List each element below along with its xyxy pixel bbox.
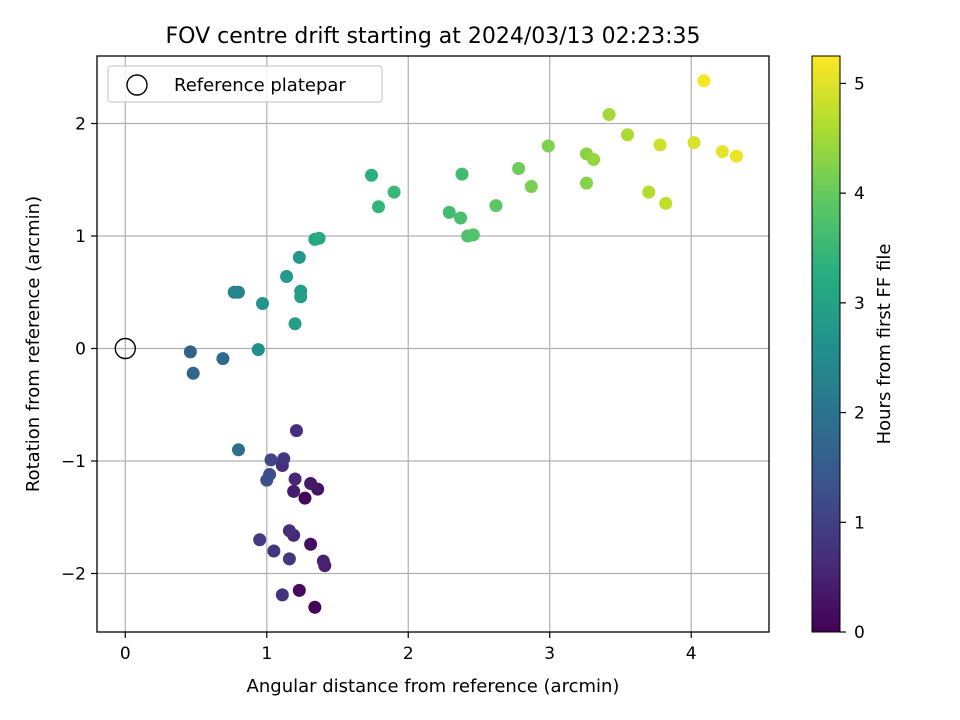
data-points: [183, 74, 743, 614]
data-point: [231, 285, 245, 299]
data-point: [282, 552, 296, 566]
data-point: [260, 473, 274, 487]
data-point: [267, 544, 281, 558]
data-point: [455, 167, 469, 181]
data-point: [304, 537, 318, 551]
data-point: [372, 200, 386, 214]
data-point: [312, 231, 326, 245]
colorbar-ticks: 0 1 2 3 4 5: [840, 74, 865, 643]
x-tick-label: 4: [686, 644, 697, 664]
reference-point-marker: [114, 337, 136, 360]
colorbar-label: Hours from first FF file: [874, 244, 895, 445]
data-point: [216, 352, 230, 366]
data-point: [316, 554, 330, 568]
data-point: [579, 176, 593, 190]
x-tick-label: 3: [544, 644, 555, 664]
y-tick-label: 2: [75, 115, 86, 135]
colorbar-tick-label: 3: [854, 294, 865, 314]
data-point: [466, 228, 480, 242]
legend-reference-marker-icon: [126, 74, 148, 96]
data-point: [277, 452, 291, 466]
data-point: [729, 149, 743, 163]
x-tick-label: 0: [120, 644, 131, 664]
colorbar-tick-label: 1: [854, 513, 865, 533]
data-point: [387, 185, 401, 199]
grid-lines: [97, 56, 769, 632]
legend-box: [107, 65, 383, 103]
data-point: [454, 211, 468, 225]
data-point: [292, 583, 306, 597]
data-point: [231, 443, 245, 457]
chart-title: FOV centre drift starting at 2024/03/13 …: [166, 24, 701, 49]
data-point: [308, 600, 322, 614]
data-point: [442, 205, 456, 219]
data-point: [294, 290, 308, 304]
x-axis-label: Angular distance from reference (arcmin): [247, 676, 620, 697]
data-point: [304, 477, 318, 490]
data-point: [292, 250, 306, 264]
data-point: [715, 145, 729, 159]
colorbar-tick-label: 4: [854, 184, 865, 204]
data-point: [687, 136, 701, 150]
x-axis-ticks: 0 1 2 3 4: [120, 632, 697, 664]
data-point: [602, 108, 616, 121]
data-point: [489, 199, 503, 213]
data-point: [251, 343, 265, 357]
colorbar-gradient: [811, 55, 841, 633]
data-point: [280, 270, 294, 283]
data-point: [289, 424, 303, 438]
colorbar: 0 1 2 3 4 5 Hours from first FF file: [811, 55, 895, 643]
data-point: [253, 533, 267, 547]
data-point: [541, 139, 555, 153]
data-point: [697, 74, 711, 88]
data-point: [524, 180, 538, 193]
y-axis-label: Rotation from reference (arcmin): [23, 196, 44, 492]
y-tick-label: 0: [75, 340, 86, 360]
y-tick-label: 1: [75, 227, 86, 247]
reference-marker: [114, 337, 136, 360]
data-point: [288, 317, 302, 331]
data-point: [364, 168, 378, 182]
data-point: [287, 484, 301, 498]
data-point: [183, 345, 197, 359]
colorbar-tick-label: 2: [854, 404, 865, 424]
data-point: [186, 366, 200, 380]
x-tick-label: 1: [261, 644, 272, 664]
y-axis-ticks: −2 −1 0 1 2: [61, 115, 97, 585]
y-tick-label: −1: [61, 452, 86, 472]
colorbar-tick-label: 0: [854, 623, 865, 643]
data-point: [587, 153, 601, 166]
data-point: [653, 138, 667, 152]
data-point: [659, 196, 673, 210]
y-tick-label: −2: [61, 565, 86, 585]
legend: Reference platepar: [107, 65, 383, 103]
x-tick-label: 2: [403, 644, 414, 664]
data-point: [642, 185, 656, 199]
legend-entry: Reference platepar: [174, 75, 346, 96]
data-point: [264, 453, 278, 467]
data-point: [282, 524, 296, 538]
plot-frame: [96, 55, 770, 633]
data-point: [298, 491, 312, 505]
data-point: [512, 162, 526, 175]
colorbar-tick-label: 5: [854, 74, 865, 94]
data-point: [256, 297, 270, 310]
data-point: [621, 128, 635, 142]
data-point: [288, 472, 302, 486]
data-point: [275, 588, 289, 602]
